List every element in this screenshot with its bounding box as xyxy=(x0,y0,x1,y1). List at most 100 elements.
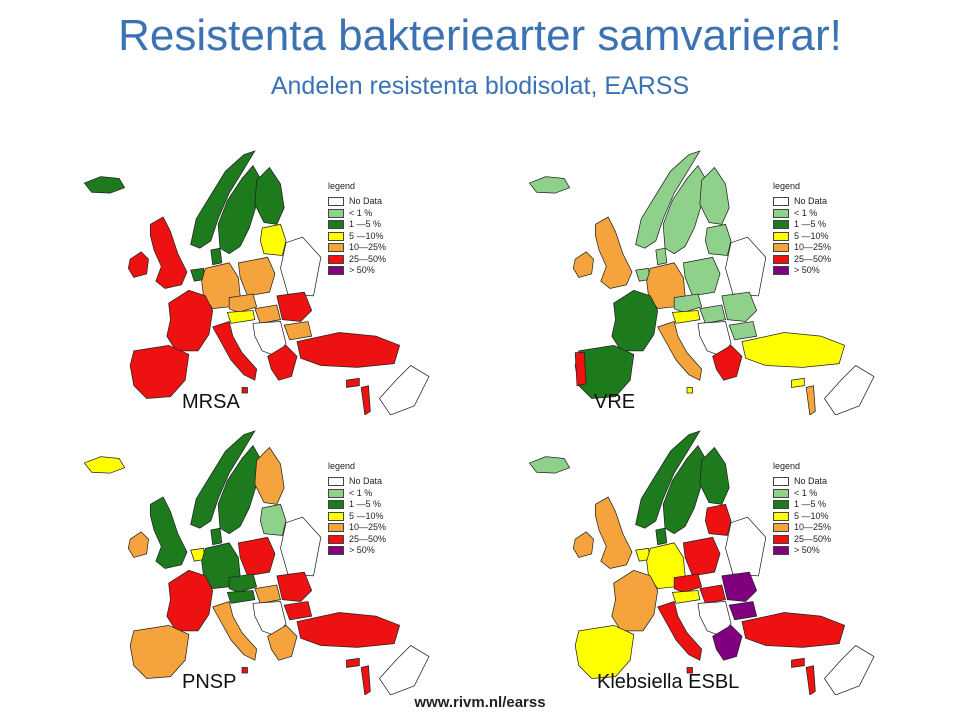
country-denmark xyxy=(655,247,668,266)
country-malta xyxy=(241,667,248,674)
country-austria xyxy=(671,310,701,324)
country-france xyxy=(611,289,659,352)
legend-swatch xyxy=(773,511,789,521)
legend-label: < 1 % xyxy=(794,207,818,218)
legend-label: 10—25% xyxy=(349,242,387,253)
page-title: Resistenta bakteriearter samvarierar! xyxy=(118,11,842,60)
map-panel-pnsp: legend No Data < 1 % 1 —5 % 5 —10% 10—25% 25—5… xyxy=(55,420,495,695)
legend-label: 10—25% xyxy=(349,522,387,533)
legend-label: 1 —5 % xyxy=(349,499,382,510)
country-finland xyxy=(699,166,730,225)
non-eu-land-1 xyxy=(824,645,875,695)
legend-swatch xyxy=(328,511,344,521)
legend-swatch xyxy=(328,208,344,218)
country-baltic xyxy=(704,503,732,536)
country-czechia xyxy=(673,573,703,593)
legend-item: No Data xyxy=(773,476,831,488)
country-bulgaria xyxy=(728,321,758,341)
legend-swatch xyxy=(773,266,789,276)
non-eu-land-1 xyxy=(379,365,430,415)
legend-item: 10—25% xyxy=(773,242,831,254)
country-bulgaria xyxy=(728,601,758,621)
legend-swatch xyxy=(773,231,789,241)
country-iberia xyxy=(129,344,190,399)
legend-item: < 1 % xyxy=(773,488,831,500)
country-uk xyxy=(594,216,633,289)
country-austria xyxy=(226,310,256,324)
legend-swatch xyxy=(328,488,344,498)
legend-item: 25—50% xyxy=(773,534,831,546)
legend-label: 25—50% xyxy=(349,253,387,264)
country-hungary xyxy=(254,584,281,604)
legend-title: legend xyxy=(773,181,801,191)
europe-map xyxy=(83,430,430,695)
country-uk xyxy=(594,496,633,569)
non-eu-land-0 xyxy=(280,236,322,297)
legend-item: < 1 % xyxy=(773,208,831,220)
country-austria xyxy=(226,590,256,604)
country-ireland xyxy=(572,531,594,558)
legend-label: > 50% xyxy=(794,265,820,276)
country-israel xyxy=(805,665,816,695)
legend-label: > 50% xyxy=(794,545,820,556)
country-norway xyxy=(190,150,256,249)
legend-swatch xyxy=(773,500,789,510)
legend-item: 1 —5 % xyxy=(773,499,831,511)
non-eu-land-1 xyxy=(379,645,430,695)
country-turkey xyxy=(741,332,846,368)
legend-item: No Data xyxy=(773,196,831,208)
country-malta xyxy=(686,387,693,394)
country-hungary xyxy=(699,584,726,604)
country-malta xyxy=(241,387,248,394)
country-iceland xyxy=(528,176,571,194)
legend-label: > 50% xyxy=(349,545,375,556)
legend-item: < 1 % xyxy=(328,208,386,220)
country-norway xyxy=(635,430,701,529)
legend-label: > 50% xyxy=(349,265,375,276)
legend-swatch xyxy=(328,523,344,533)
country-bulgaria xyxy=(283,321,313,341)
country-israel xyxy=(805,385,816,415)
country-greece xyxy=(267,624,298,661)
country-poland xyxy=(237,536,276,577)
country-malta xyxy=(686,667,693,674)
country-turkey xyxy=(741,612,846,648)
legend-swatch xyxy=(773,220,789,230)
legend-swatch xyxy=(328,500,344,510)
legend-label: 25—50% xyxy=(794,253,832,264)
non-eu-land-1 xyxy=(824,365,875,415)
country-baltic xyxy=(259,503,287,536)
country-france xyxy=(611,569,659,632)
legend-label: No Data xyxy=(794,196,828,207)
legend-title: legend xyxy=(773,461,801,471)
legend-swatch xyxy=(328,254,344,264)
country-uk xyxy=(149,216,188,289)
legend-swatch xyxy=(328,534,344,544)
map-caption: PNSP xyxy=(182,671,237,693)
country-turkey xyxy=(296,612,401,648)
country-iceland xyxy=(528,456,571,474)
legend-swatch xyxy=(328,266,344,276)
map-legend: legend No Data < 1 % 1 —5 % 5 —10% 10—25% 25—5… xyxy=(773,182,831,277)
country-finland xyxy=(699,446,730,505)
legend-item: 1 —5 % xyxy=(773,219,831,231)
legend-item: < 1 % xyxy=(328,488,386,500)
country-iberia xyxy=(129,624,190,679)
country-czechia xyxy=(228,293,258,313)
legend-item: 10—25% xyxy=(328,522,386,534)
legend-label: < 1 % xyxy=(349,207,373,218)
country-norway xyxy=(635,150,701,249)
country-iceland xyxy=(83,456,126,474)
country-czechia xyxy=(228,573,258,593)
legend-label: No Data xyxy=(349,196,383,207)
legend-swatch xyxy=(773,546,789,556)
country-uk xyxy=(149,496,188,569)
legend-swatch xyxy=(328,243,344,253)
legend-label: 1 —5 % xyxy=(349,219,382,230)
country-romania xyxy=(276,291,313,322)
country-norway xyxy=(190,430,256,529)
legend-swatch xyxy=(773,488,789,498)
legend-item: > 50% xyxy=(773,545,831,557)
country-turkey xyxy=(296,332,401,368)
country-portugal xyxy=(574,352,587,387)
